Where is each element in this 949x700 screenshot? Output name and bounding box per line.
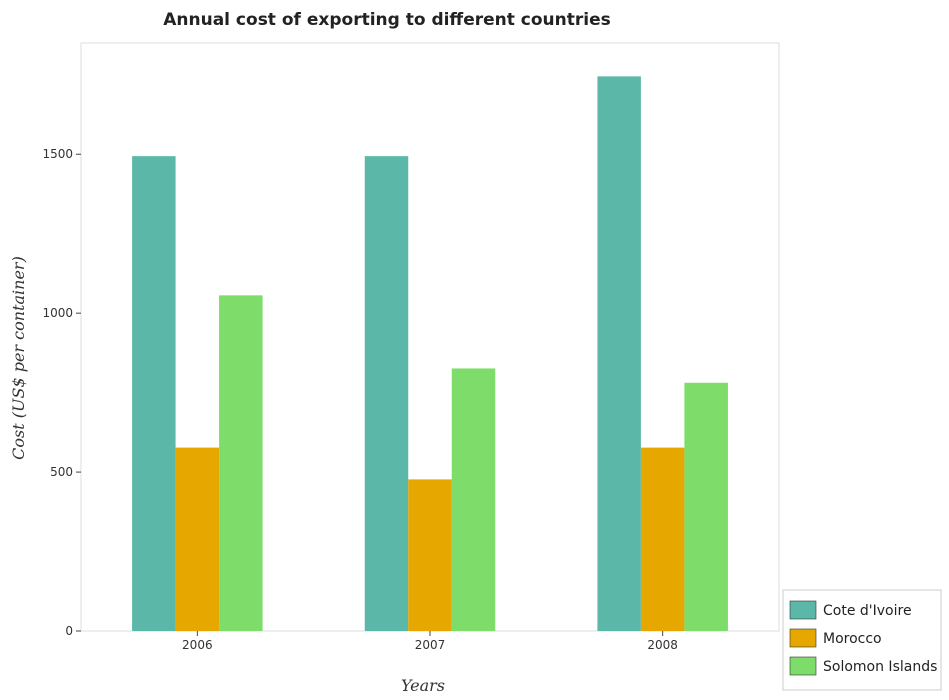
x-tick-label: 2006 bbox=[182, 638, 213, 652]
chart-title: Annual cost of exporting to different co… bbox=[163, 10, 611, 30]
y-tick-label: 0 bbox=[65, 624, 73, 638]
bar-morocco-2008 bbox=[641, 448, 685, 631]
y-axis-ticks: 0 500 1000 1500 bbox=[42, 147, 81, 638]
bar-cote-d-ivoire-2008 bbox=[597, 76, 641, 631]
legend-label: Cote d'Ivoire bbox=[823, 603, 912, 619]
legend-label: Solomon Islands bbox=[823, 659, 937, 675]
bar-solomon-islands-2006 bbox=[219, 295, 262, 631]
bar-cote-d-ivoire-2006 bbox=[132, 156, 176, 631]
y-axis-label: Cost (US$ per container) bbox=[9, 256, 28, 460]
y-tick-label: 500 bbox=[50, 465, 73, 479]
bar-solomon-islands-2007 bbox=[452, 368, 496, 631]
legend-label: Morocco bbox=[823, 631, 882, 647]
legend-swatch bbox=[790, 629, 816, 647]
bar-morocco-2007 bbox=[408, 479, 452, 631]
x-tick-label: 2008 bbox=[647, 638, 678, 652]
x-axis-label: Years bbox=[401, 676, 445, 695]
bar-solomon-islands-2008 bbox=[684, 383, 728, 631]
legend: Cote d'Ivoire Morocco Solomon Islands bbox=[783, 590, 941, 690]
legend-swatch bbox=[790, 657, 816, 675]
legend-swatch bbox=[790, 601, 816, 619]
bar-morocco-2006 bbox=[176, 448, 220, 631]
y-tick-label: 1000 bbox=[42, 306, 73, 320]
x-axis-ticks: 2006 2007 2008 bbox=[182, 631, 678, 652]
y-tick-label: 1500 bbox=[42, 147, 73, 161]
bars bbox=[132, 76, 728, 631]
bar-cote-d-ivoire-2007 bbox=[365, 156, 409, 631]
x-tick-label: 2007 bbox=[415, 638, 446, 652]
